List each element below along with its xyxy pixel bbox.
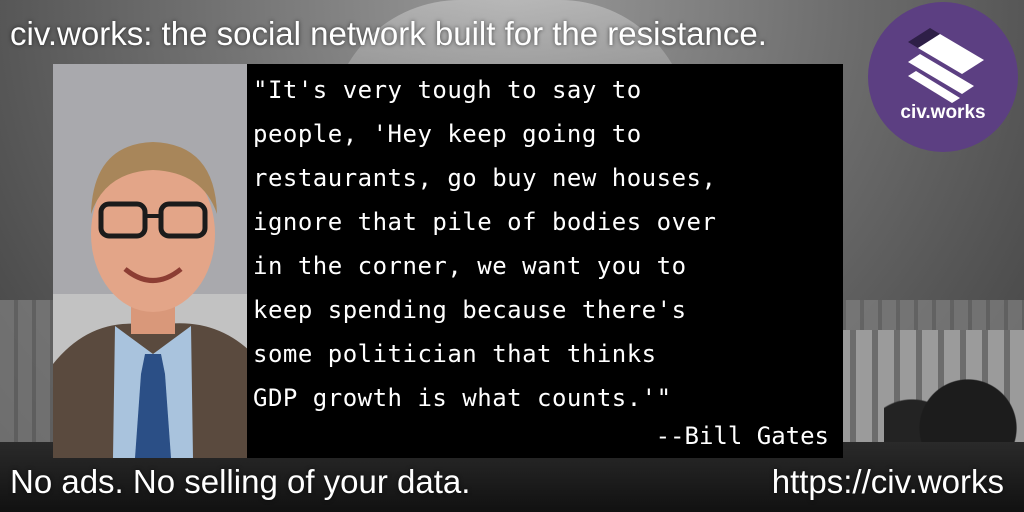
headline: civ.works: the social network built for … bbox=[10, 15, 767, 52]
stacked-bars-logo-icon bbox=[908, 28, 984, 103]
footer-tagline: No ads. No selling of your data. bbox=[10, 463, 471, 500]
footer-url-link[interactable]: https://civ.works bbox=[771, 463, 1004, 500]
quote-text: "It's very tough to say to people, 'Hey … bbox=[253, 76, 717, 412]
quote-attribution: --Bill Gates bbox=[655, 422, 829, 450]
portrait-photo bbox=[53, 64, 253, 458]
civ-works-logo[interactable]: civ.works bbox=[868, 2, 1018, 152]
logo-label: civ.works bbox=[900, 102, 986, 123]
quote-panel: "It's very tough to say to people, 'Hey … bbox=[247, 64, 843, 458]
